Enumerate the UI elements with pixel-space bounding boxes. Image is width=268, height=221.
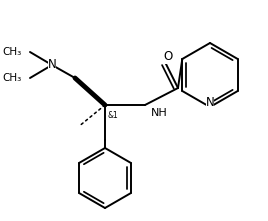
Text: CH₃: CH₃ <box>3 47 22 57</box>
Text: O: O <box>163 51 173 63</box>
Text: N: N <box>48 59 56 72</box>
Text: NH: NH <box>151 108 168 118</box>
Text: &1: &1 <box>107 111 118 120</box>
Text: CH₃: CH₃ <box>3 73 22 83</box>
Text: N: N <box>206 95 214 109</box>
